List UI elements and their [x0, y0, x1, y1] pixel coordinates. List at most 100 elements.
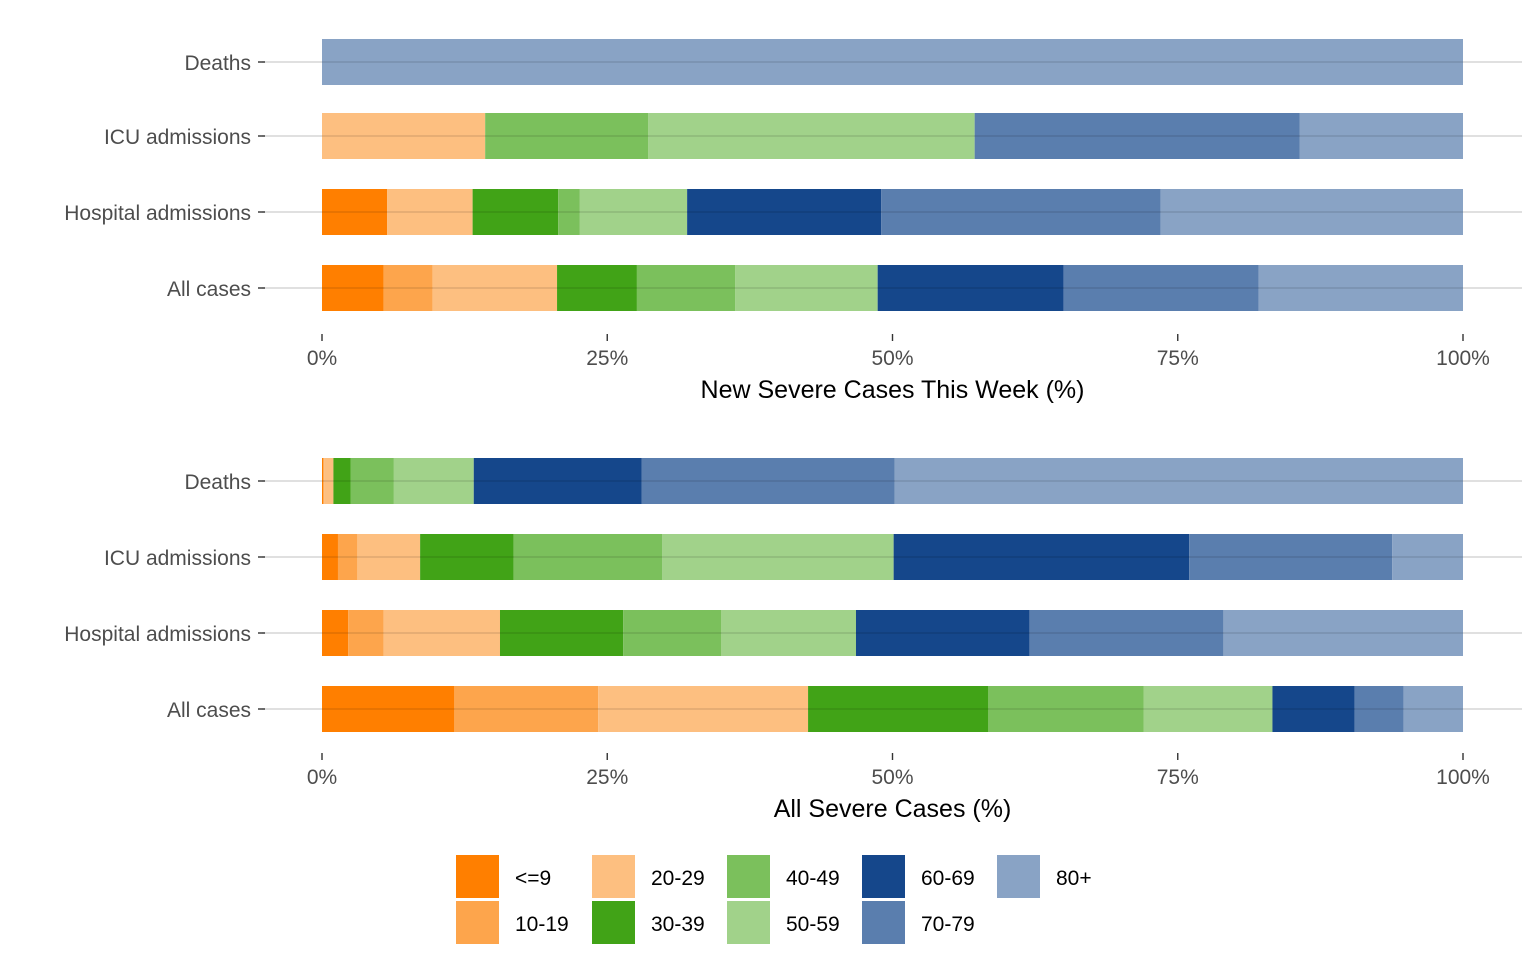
bar-segment-deaths-30-39: [333, 458, 351, 504]
bar-segment-hospital-admissions-80plus: [1160, 189, 1463, 235]
bar-segment-all-cases-70-79: [1063, 265, 1259, 311]
bar-segment-hospital-admissions-80plus: [1223, 610, 1463, 656]
legend-label: <=9: [515, 867, 551, 890]
x-tick-label: 25%: [586, 347, 628, 370]
bar-segment-deaths-le9: [322, 458, 324, 504]
bar-segment-all-cases-50-59: [735, 265, 878, 311]
legend-swatch: [727, 855, 770, 898]
bar-segment-icu-admissions-40-49: [485, 113, 649, 159]
bar-segment-icu-admissions-50-59: [648, 113, 975, 159]
bar-segment-all-cases-le9: [322, 686, 455, 732]
legend-swatch: [862, 901, 905, 944]
x-axis-title: All Severe Cases (%): [774, 795, 1012, 823]
legend-swatch: [592, 855, 635, 898]
legend-item-20-29: 20-29: [592, 855, 705, 898]
bar-segment-hospital-admissions-20-29: [387, 189, 473, 235]
bar-segment-deaths-80plus: [894, 458, 1463, 504]
legend-label: 80+: [1056, 867, 1092, 890]
bar-segment-icu-admissions-10-19: [337, 534, 358, 580]
bar-segment-hospital-admissions-40-49: [623, 610, 722, 656]
category-label-icu-admissions: ICU admissions: [104, 547, 251, 570]
bar-segment-hospital-admissions-le9: [322, 610, 349, 656]
bar-segment-all-cases-10-19: [383, 265, 433, 311]
legend-swatch: [592, 901, 635, 944]
legend-label: 70-79: [921, 913, 975, 936]
legend-swatch: [456, 855, 499, 898]
bar-segment-hospital-admissions-60-69: [855, 610, 1030, 656]
x-tick-label: 50%: [871, 766, 913, 789]
bar-segment-hospital-admissions-50-59: [721, 610, 856, 656]
bar-segment-deaths-50-59: [393, 458, 474, 504]
bar-segment-icu-admissions-70-79: [1189, 534, 1393, 580]
x-tick-label: 75%: [1157, 347, 1199, 370]
bar-segment-icu-admissions-60-69: [893, 534, 1190, 580]
legend-label: 50-59: [786, 913, 840, 936]
x-tick-label: 0%: [307, 347, 337, 370]
x-tick-label: 0%: [307, 766, 337, 789]
category-label-hospital-admissions: Hospital admissions: [64, 623, 251, 646]
x-tick-label: 25%: [586, 766, 628, 789]
bar-segment-hospital-admissions-70-79: [1029, 610, 1224, 656]
legend-item-le9: <=9: [456, 855, 551, 898]
bar-segment-icu-admissions-80plus: [1299, 113, 1463, 159]
chart-panel-2: Deaths ICU admissions Hospital admissions A…: [64, 458, 1522, 823]
x-tick-label: 75%: [1157, 766, 1199, 789]
bar-segment-all-cases-60-69: [877, 265, 1064, 311]
bar-segment-all-cases-40-49: [636, 265, 736, 311]
bar-segment-icu-admissions-30-39: [420, 534, 514, 580]
category-label-all-cases: All cases: [167, 699, 251, 722]
bar-segment-deaths-40-49: [350, 458, 394, 504]
bar-segment-all-cases-10-19: [454, 686, 599, 732]
legend-item-70-79: 70-79: [862, 901, 975, 944]
legend-item-60-69: 60-69: [862, 855, 975, 898]
bar-segment-deaths-20-29: [324, 458, 334, 504]
bar-segment-hospital-admissions-60-69: [687, 189, 882, 235]
legend-swatch: [727, 901, 770, 944]
bar-segment-all-cases-80plus: [1403, 686, 1463, 732]
legend-label: 10-19: [515, 913, 569, 936]
category-label-all-cases: All cases: [167, 278, 251, 301]
bar-segment-icu-admissions-50-59: [662, 534, 894, 580]
legend-swatch: [997, 855, 1040, 898]
bar-segment-all-cases-50-59: [1143, 686, 1273, 732]
legend-swatch: [862, 855, 905, 898]
legend: <=9 10-19 20-29 30-39 40-49 50-59 60-69 70-79 80…: [456, 855, 1092, 944]
bar-segment-hospital-admissions-30-39: [499, 610, 624, 656]
bar-segment-icu-admissions-20-29: [357, 534, 421, 580]
bar-segment-hospital-admissions-70-79: [881, 189, 1161, 235]
legend-item-80plus: 80+: [997, 855, 1092, 898]
bar-segment-hospital-admissions-30-39: [472, 189, 559, 235]
bar-segment-hospital-admissions-40-49: [558, 189, 580, 235]
x-tick-label: 100%: [1436, 347, 1490, 370]
bar-segment-all-cases-30-39: [808, 686, 989, 732]
legend-item-10-19: 10-19: [456, 901, 569, 944]
legend-item-50-59: 50-59: [727, 901, 840, 944]
legend-label: 40-49: [786, 867, 840, 890]
bar-segment-icu-admissions-le9: [322, 534, 338, 580]
legend-swatch: [456, 901, 499, 944]
x-tick-label: 50%: [871, 347, 913, 370]
bar-segment-icu-admissions-80plus: [1392, 534, 1463, 580]
category-label-icu-admissions: ICU admissions: [104, 126, 251, 149]
x-tick-label: 100%: [1436, 766, 1490, 789]
bar-segment-icu-admissions-20-29: [322, 113, 486, 159]
bar-segment-icu-admissions-70-79: [974, 113, 1300, 159]
bar-segment-deaths-60-69: [473, 458, 642, 504]
bar-segment-hospital-admissions-20-29: [383, 610, 500, 656]
bar-segment-hospital-admissions-50-59: [579, 189, 688, 235]
bar-segment-hospital-admissions-10-19: [348, 610, 384, 656]
bar-segment-all-cases-30-39: [557, 265, 637, 311]
legend-item-40-49: 40-49: [727, 855, 840, 898]
bar-segment-all-cases-60-69: [1272, 686, 1355, 732]
category-label-hospital-admissions: Hospital admissions: [64, 202, 251, 225]
bar-segment-icu-admissions-40-49: [513, 534, 663, 580]
chart-panel-1: Deaths ICU admissions Hospital admissions A…: [64, 39, 1522, 404]
legend-item-30-39: 30-39: [592, 901, 705, 944]
bar-segment-deaths-80plus: [322, 39, 1463, 85]
bar-segment-all-cases-70-79: [1354, 686, 1404, 732]
bar-segment-hospital-admissions-le9: [322, 189, 388, 235]
legend-label: 30-39: [651, 913, 705, 936]
x-axis-title: New Severe Cases This Week (%): [701, 376, 1085, 404]
